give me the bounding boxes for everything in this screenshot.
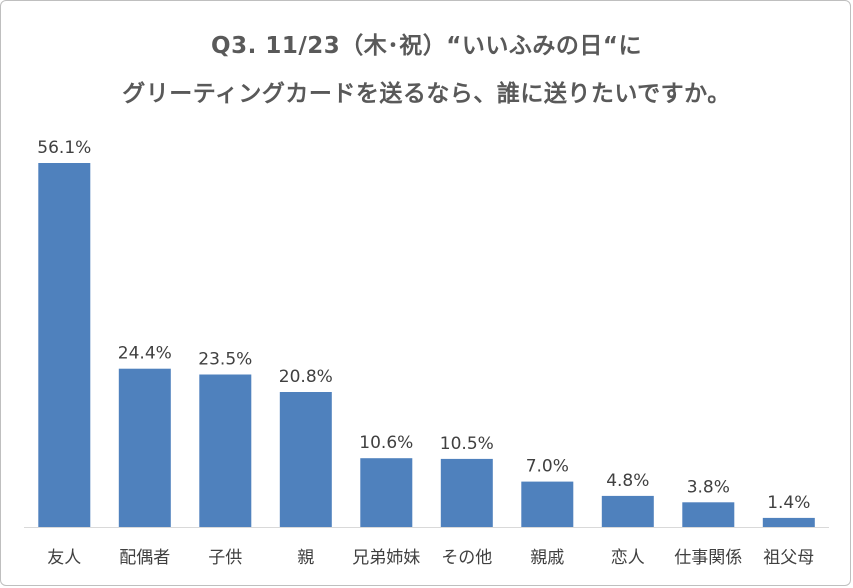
- value-label: 10.6%: [359, 433, 413, 453]
- value-label: 56.1%: [37, 138, 91, 158]
- category-label: 兄弟姉妹: [352, 548, 420, 568]
- category-label: 恋人: [611, 547, 645, 568]
- value-label: 4.8%: [606, 471, 649, 491]
- category-label: 配偶者: [119, 548, 170, 568]
- value-label: 24.4%: [118, 344, 172, 364]
- bar: [199, 374, 252, 527]
- category-label: 友人: [47, 548, 81, 568]
- bar: [279, 392, 332, 527]
- category-label: 親: [297, 548, 314, 568]
- bar: [521, 481, 574, 527]
- bar: [601, 495, 654, 527]
- value-label: 1.4%: [767, 493, 810, 513]
- bar: [440, 458, 493, 527]
- category-label: 子供: [208, 548, 242, 568]
- value-label: 3.8%: [687, 477, 730, 497]
- bar: [38, 163, 91, 527]
- category-label: 仕事関係: [674, 548, 742, 568]
- value-label: 23.5%: [198, 350, 252, 370]
- bar: [762, 517, 815, 527]
- chart-title-line1: Q3. 11/23（木･祝）“いいふみの日“に: [211, 33, 642, 59]
- value-label: 7.0%: [526, 457, 569, 477]
- bar: [360, 458, 413, 527]
- chart-title-line2: グリーティングカードを送るなら、誰に送りたいですか。: [122, 81, 731, 107]
- category-label: その他: [441, 548, 492, 568]
- value-label: 10.5%: [440, 434, 494, 454]
- category-label: 祖父母: [763, 548, 814, 568]
- value-label: 20.8%: [279, 367, 333, 387]
- bar: [682, 502, 735, 527]
- bar: [118, 368, 171, 527]
- category-label: 親戚: [530, 548, 564, 568]
